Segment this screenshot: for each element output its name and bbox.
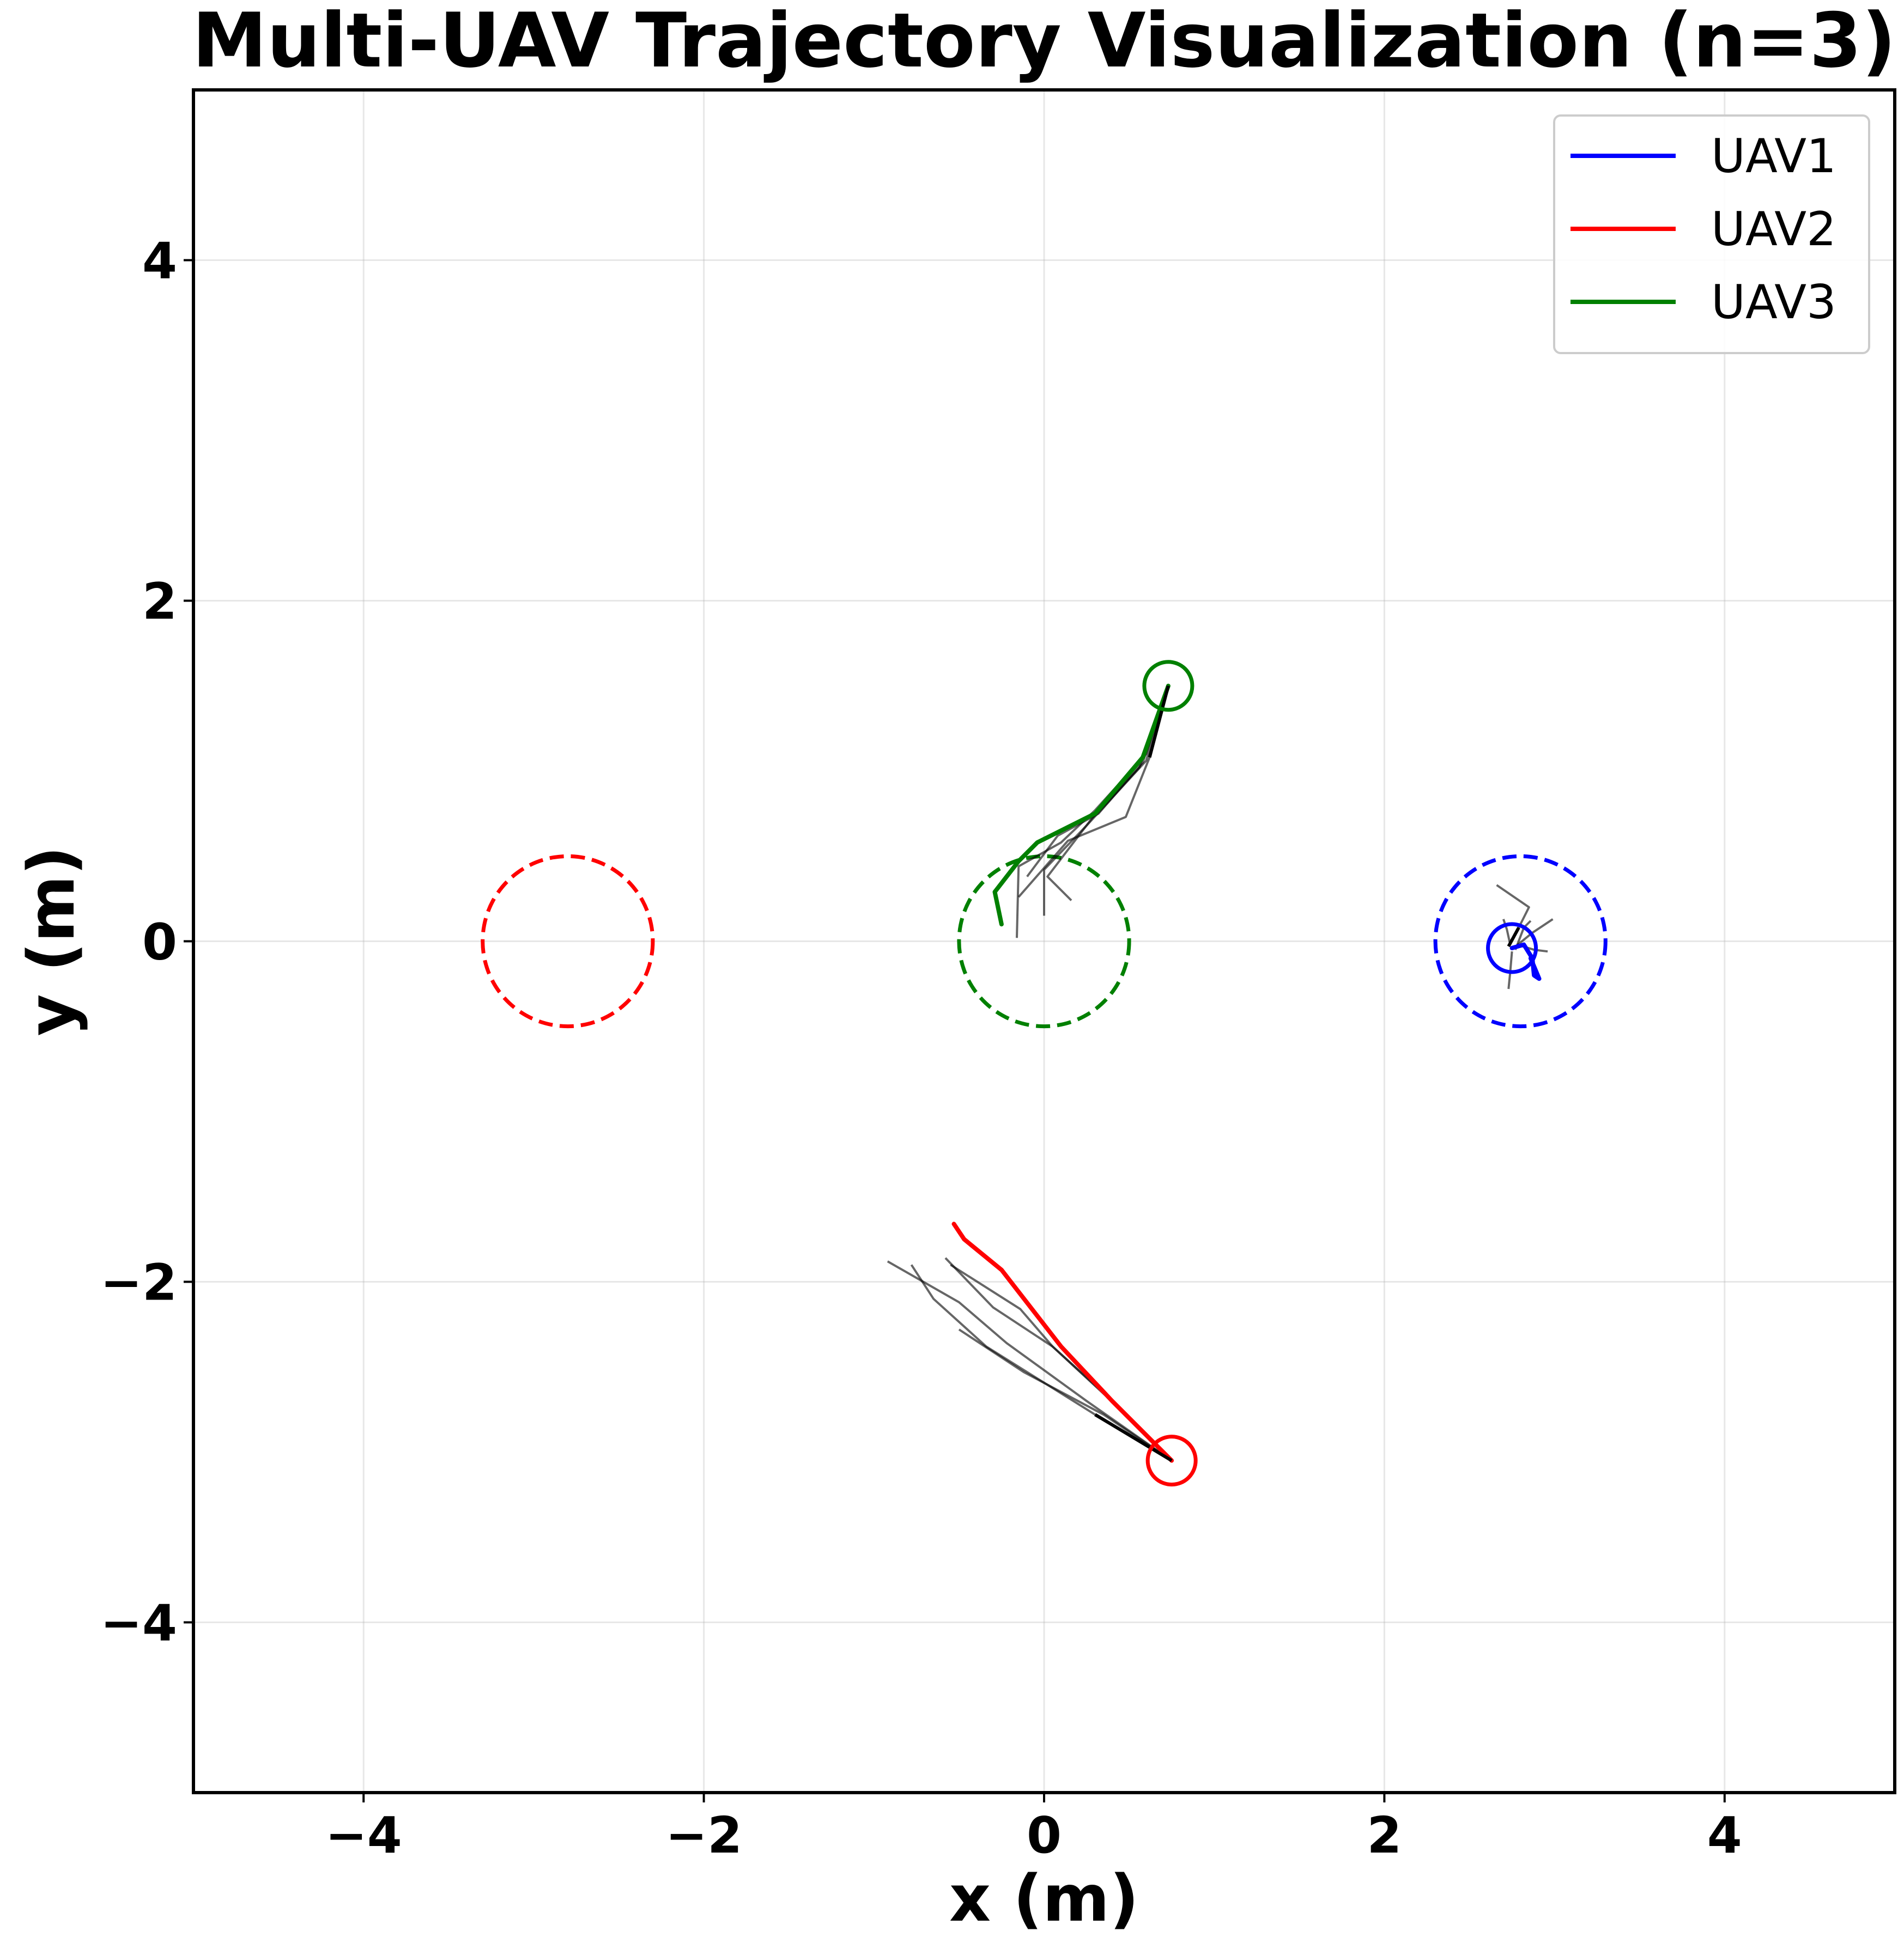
x-tick-label: 2	[1367, 1806, 1402, 1865]
legend-label-uav3: UAV3	[1711, 275, 1836, 330]
legend-items: UAV1 UAV2 UAV3	[1571, 129, 1836, 330]
uav3-current-marker	[1142, 660, 1194, 712]
x-tick-label: 0	[1027, 1806, 1062, 1865]
uav3-heading-line	[1148, 685, 1170, 758]
uav2-predicted-path	[958, 1328, 1173, 1462]
x-tick-label: −2	[665, 1806, 742, 1865]
uav1-trajectory	[1509, 942, 1542, 981]
x-axis-ticks: −4 −2 0 2 4	[325, 1793, 1742, 1865]
x-axis-label: x (m)	[949, 1861, 1139, 1936]
legend: UAV1 UAV2 UAV3	[1553, 114, 1870, 354]
goal-regions	[481, 854, 1608, 1029]
uav1-predicted-path	[1502, 919, 1512, 945]
uav2-goal-circle	[481, 854, 655, 1029]
y-tick-label: −4	[100, 1594, 177, 1653]
uav2-trajectory	[951, 1222, 1174, 1463]
y-tick-label: 0	[142, 913, 177, 972]
chart-title: Multi-UAV Trajectory Visualization (n=3)	[192, 0, 1896, 84]
uav3-trajectory	[992, 683, 1171, 927]
y-tick-label: 4	[142, 232, 177, 290]
uav2-predicted-path	[887, 1260, 1173, 1462]
legend-box	[1553, 114, 1870, 354]
uav3-goal-circle	[957, 854, 1131, 1029]
y-tick-label: 2	[142, 573, 177, 631]
uav2-current-marker	[1145, 1435, 1198, 1487]
y-axis-ticks: −4 −2 0 2 4	[100, 232, 193, 1653]
uav2-heading-line	[1094, 1413, 1173, 1462]
legend-label-uav2: UAV2	[1711, 202, 1836, 257]
uav1-heading-line	[1507, 927, 1520, 948]
uav1-goal-circle	[1433, 854, 1608, 1029]
x-tick-label: −4	[325, 1806, 402, 1865]
y-tick-label: −2	[100, 1254, 177, 1312]
trajectories	[951, 683, 1542, 1463]
legend-label-uav1: UAV1	[1711, 129, 1836, 184]
y-axis-label: y (m)	[14, 846, 89, 1036]
x-tick-label: 4	[1707, 1806, 1742, 1865]
uav1-current-marker	[1486, 922, 1538, 974]
uav-markers	[1094, 660, 1538, 1487]
